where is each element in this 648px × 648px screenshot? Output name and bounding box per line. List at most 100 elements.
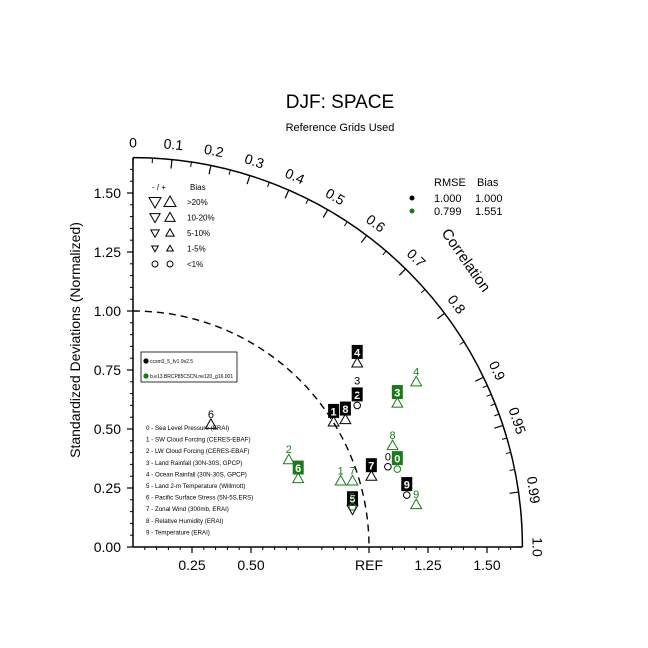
data-point-marker (204, 417, 218, 429)
variable-list-item: 7 - Zonal Wind (300mb, ERAI) (146, 506, 229, 513)
variable-list-item: 4 - Ocean Rainfall (30N-30S, GPCP) (146, 471, 247, 478)
x-axis-ticks: 0.25 0.50 REF 1.25 1.50 (144, 547, 512, 573)
y-axis-label: Standardized Deviations (Normalized) (67, 222, 83, 458)
data-point-marker (391, 396, 404, 408)
bias-legend: - / + Bias >20% 10-20% 5-10% 1-5% <1% (148, 183, 215, 269)
case-legend-dot (143, 358, 149, 364)
bias-legend-minus-marker (150, 245, 160, 253)
case-legend-dot (143, 373, 149, 379)
corr-minor-tick (267, 182, 270, 188)
corr-tick-label: 0.2 (203, 141, 225, 161)
corr-tick-mark (509, 491, 519, 494)
case-legend-label: ccsm3_5_fv1.9x2.5 (150, 359, 193, 365)
variable-list-item: 2 - LW Cloud Forcing (CERES-EBAF) (146, 448, 249, 455)
corr-tick-mark (475, 376, 484, 382)
corr-tick-label: 0.95 (506, 405, 530, 436)
variable-list-item: 6 - Pacific Surface Stress (5N-5S,ERS) (146, 495, 253, 502)
case-legend-box (140, 351, 238, 383)
reference-arc (132, 310, 370, 548)
x-tick-label: 1.50 (473, 557, 500, 573)
data-point-label: 9 (413, 489, 419, 501)
data-point-marker (386, 439, 399, 451)
corr-tick-mark (436, 312, 445, 320)
corr-tick-mark (246, 175, 251, 185)
corr-minor-tick (486, 393, 492, 397)
corr-tick-label: 0 (129, 134, 137, 150)
bias-legend-minus-marker (149, 229, 161, 239)
x-tick-label: 1.25 (414, 557, 441, 573)
variable-list-item: 5 - Land 2-m Temperature (Willmott) (146, 483, 245, 490)
variable-list: 0 - Sea Level Pressure (ERAI) 1 - SW Clou… (146, 425, 253, 536)
data-point-marker (353, 387, 362, 396)
corr-tick-mark (322, 209, 329, 218)
variable-list-item: 3 - Land Rainfall (30N-30S, GPCP) (146, 460, 242, 467)
bias-legend-header: Bias (190, 183, 206, 192)
data-point-label: 2 (286, 444, 292, 456)
summary-rmse-value: 1.000 (434, 193, 462, 205)
corr-tick-label: 0.99 (524, 475, 544, 504)
bias-legend-sign-header: - / + (152, 183, 166, 192)
corr-tick-label: 0.4 (283, 165, 307, 188)
x-tick-label: REF (355, 557, 383, 573)
chart-subtitle: Reference Grids Used (286, 122, 395, 134)
corr-minor-tick (505, 451, 511, 455)
variable-list-item: 8 - Relative Humidity (ERAI) (146, 518, 223, 525)
data-point-label-box (346, 491, 358, 506)
data-point-marker (334, 474, 347, 486)
data-point-label: 5 (349, 491, 355, 503)
corr-tick-mark (360, 235, 368, 244)
summary-color-dot (409, 208, 415, 214)
bias-legend-minus-marker (148, 197, 162, 210)
data-point-marker (365, 469, 378, 481)
x-tick-label: 0.50 (237, 557, 264, 573)
corr-minor-tick (344, 221, 348, 227)
data-point-label-box (391, 451, 403, 466)
corr-minor-tick (228, 169, 231, 175)
data-point-label: 9 (404, 480, 410, 492)
corr-minor-tick (494, 413, 500, 417)
y-tick-label: 1.50 (94, 185, 121, 201)
data-point-label: 2 (354, 390, 360, 402)
corr-minor-tick (509, 469, 515, 471)
data-point-marker (409, 375, 423, 387)
y-tick-label: 1.00 (94, 303, 121, 319)
bias-legend-minus-marker (149, 213, 161, 224)
data-point-label: 0 (394, 454, 400, 466)
corr-tick-mark (208, 165, 212, 175)
data-point-label: 1 (331, 406, 337, 418)
data-point-label: 1 (338, 465, 344, 477)
data-point-label: 8 (342, 404, 348, 416)
data-point-label-box (401, 477, 413, 492)
summary-header-bias: Bias (477, 177, 499, 189)
data-point-label: 3 (354, 376, 360, 388)
summary-bias-value: 1.551 (475, 206, 503, 218)
corr-tick-label: 0.3 (243, 150, 267, 171)
corr-minor-tick (501, 437, 507, 440)
corr-tick-label: 0.5 (323, 185, 348, 209)
summary-color-dot (409, 195, 415, 201)
case-legend: ccsm3_5_fv1.9x2.5 b.e13.BRCP85C5CN.ne120_… (140, 351, 238, 383)
corr-tick-label: 0.9 (486, 358, 509, 383)
bias-legend-plus-marker (164, 227, 176, 237)
data-point-marker (339, 413, 352, 425)
data-point-label: 5 (349, 494, 355, 506)
summary-rmse-value: 0.799 (434, 206, 462, 218)
data-point-marker (393, 465, 402, 473)
bias-legend-plus-marker (163, 194, 177, 207)
corr-tick-mark (494, 424, 504, 429)
corr-tick-label: 0.6 (363, 211, 388, 236)
data-point-label-box (365, 458, 377, 473)
summary-bias-value: 1.000 (475, 193, 503, 205)
bias-legend-label: 1-5% (187, 245, 206, 254)
variable-list-item: 0 - Sea Level Pressure (ERAI) (146, 425, 229, 432)
bias-legend-plus-marker (165, 244, 175, 252)
bias-legend-label: >20% (187, 198, 208, 207)
corr-minor-tick (482, 385, 488, 389)
data-point-marker (348, 503, 357, 511)
data-point-label-box (351, 344, 363, 359)
data-point-marker (384, 462, 392, 471)
chart-title: DJF: SPACE (286, 92, 394, 113)
corr-tick-mark (284, 189, 290, 199)
corr-minor-tick (382, 250, 387, 256)
